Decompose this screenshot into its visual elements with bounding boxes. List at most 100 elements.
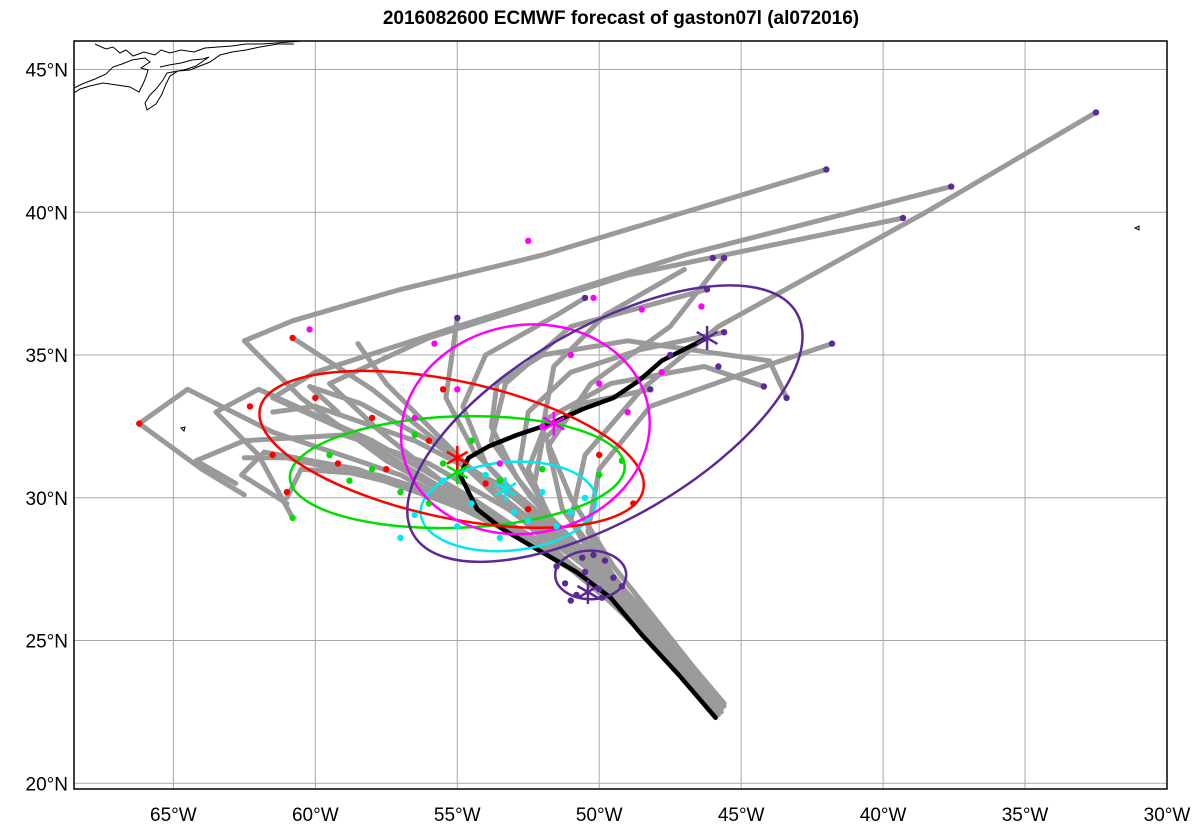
ensemble-point-day1 [581,568,589,576]
ensemble-point-day6 [948,183,955,190]
ensemble-point-day3 [326,451,333,459]
centroid-day2 [494,477,517,502]
ensemble-point-day5 [638,306,645,313]
ensemble-point-day6 [823,166,830,173]
centroid-day5 [542,411,565,436]
ensemble-point-day6 [760,383,768,390]
ensemble-point-day1 [579,554,586,561]
centroid-star-stroke [542,416,565,431]
ensemble-point-day2 [539,488,546,496]
ensemble-point-day4 [246,403,254,410]
ensemble-point-day5 [590,294,597,302]
nova-scotia-coast [74,41,310,111]
centroid-star-stroke [446,450,469,465]
ensemble-point-day4 [368,414,376,422]
ensemble-point-day4 [312,394,319,402]
ensemble-point-day2 [411,511,418,519]
ensemble-point-day3 [468,437,475,444]
ensemble-point-day5 [431,340,438,347]
ensemble-point-day6 [720,329,728,336]
island-speck [180,426,186,432]
lon-tick-label: 65°W [150,805,197,826]
ensemble-point-day4 [383,466,390,473]
ensemble-track [585,341,835,715]
ensemble-point-day5 [306,326,313,333]
lon-tick-label: 40°W [860,805,907,826]
ensemble-point-day1 [598,594,606,601]
axis-tick-labels: 65°W 60°W 55°W 50°W 45°W 40°W 35°W 30°W 45°N 40°N… [26,61,1191,826]
ensemble-point-day6 [703,286,711,293]
centroid-star-stroke [576,584,599,600]
ensemble-point-day6 [899,214,907,222]
ensemble-point-day1 [590,551,597,559]
ensemble-tracks [136,109,1099,721]
centroid-day6 [696,325,719,350]
ensemble-point-day3 [539,466,546,473]
ensemble-point-day6 [454,314,461,322]
ensemble-point-day5 [454,386,461,393]
ensemble-point-day4 [334,460,342,467]
ensemble-point-day2 [397,534,404,541]
ensemble-point-day4 [482,480,489,487]
ensemble-point-day2 [553,523,560,530]
ensemble-point-day2 [454,523,461,530]
lat-tick-label: 45°N [26,61,68,82]
ensemble-point-day6 [720,254,728,262]
ensemble-point-day1 [561,580,569,587]
lon-tick-label: 45°W [718,805,765,826]
ensemble-point-day4 [630,500,637,507]
island-speck [1133,225,1140,231]
ensemble-point-day4 [289,334,296,342]
ensemble-point-day6 [647,386,654,393]
ensemble-point-day2 [525,517,532,524]
ensemble-point-day2 [567,508,574,516]
lon-tick-label: 30°W [1144,805,1191,826]
lat-tick-label: 40°N [26,203,68,224]
ensemble-point-day3 [397,488,404,496]
ensemble-point-day4 [439,386,447,393]
ensemble-point-day3 [346,477,353,484]
centroid-star-stroke [446,465,469,480]
coastline [74,41,1140,432]
ensemble-point-day1 [567,597,574,604]
ensemble-point-day6 [1092,109,1100,116]
ensemble-point-day1 [601,557,609,564]
lon-tick-label: 50°W [576,805,623,826]
ellipse-day6 [406,284,804,564]
ensemble-positions [136,109,1100,604]
ensemble-point-day6 [715,363,722,370]
lon-tick-label: 35°W [1002,805,1049,826]
ensemble-point-day1 [610,574,617,581]
lat-tick-label: 30°N [26,489,68,510]
centroid-day4 [446,445,469,470]
ensemble-point-day5 [596,380,603,387]
ensemble-point-day4 [596,451,603,459]
centroid-day1 [576,580,599,604]
ensemble-point-day3 [618,457,626,464]
ellipse-day1 [553,549,628,601]
ensemble-point-day5 [698,303,705,310]
ensemble-point-day3 [596,471,603,479]
ensemble-point-day3 [439,460,447,467]
ensemble-point-day2 [468,500,475,507]
ellipse-day5 [399,323,651,536]
lon-tick-label: 55°W [434,805,481,826]
ensemble-point-day4 [269,451,276,459]
ensemble-centroids [446,325,719,604]
ensemble-point-day6 [581,294,589,302]
map-frame [73,40,1168,790]
ellipse-day4 [258,369,645,529]
ensemble-point-day5 [567,351,574,359]
ensemble-point-day5 [658,369,665,376]
ensemble-track [531,386,719,715]
ensemble-point-day5 [411,414,418,422]
ensemble-point-day2 [439,477,447,484]
ensemble-point-day4 [283,488,291,496]
ensemble-track [460,295,721,709]
ensemble-point-day6 [783,394,790,402]
lon-tick-label: 60°W [292,805,339,826]
ensemble-track [193,432,719,712]
ensemble-point-day4 [425,437,433,444]
ensemble-point-day3 [425,500,433,507]
ensemble-point-day3 [289,514,296,521]
